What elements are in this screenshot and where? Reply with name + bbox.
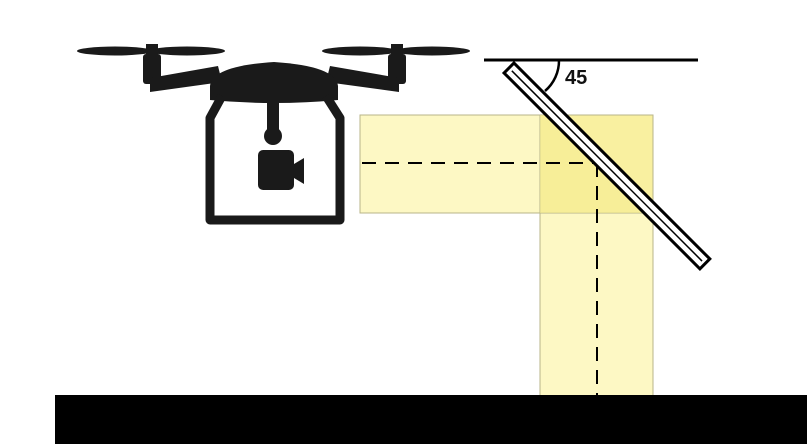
- angle-arc: [544, 59, 561, 92]
- mirror: [501, 60, 712, 271]
- angle-label: 45: [565, 67, 588, 89]
- camera-icon: [258, 150, 304, 190]
- drone-icon: [77, 44, 470, 225]
- ground-bar: [55, 395, 807, 444]
- ray-path: [362, 162, 598, 395]
